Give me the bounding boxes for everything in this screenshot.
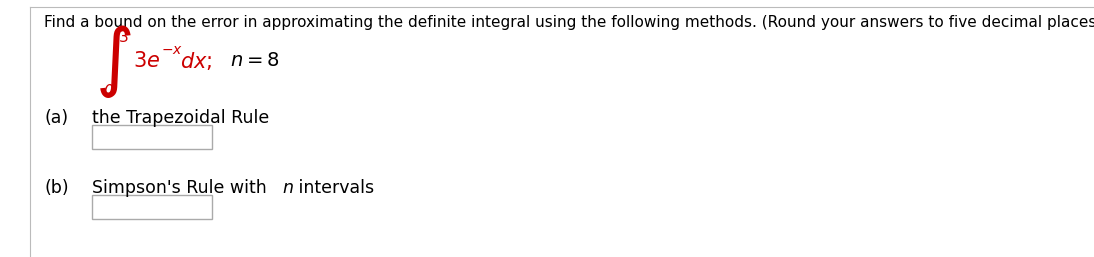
Text: $n = 8$: $n = 8$ — [230, 51, 279, 70]
Text: $\int$: $\int$ — [95, 23, 131, 100]
Text: Simpson's Rule with: Simpson's Rule with — [92, 179, 272, 197]
Text: $-x$: $-x$ — [161, 43, 183, 57]
Text: the Trapezoidal Rule: the Trapezoidal Rule — [92, 109, 269, 127]
Text: intervals: intervals — [293, 179, 374, 197]
Text: $dx;$: $dx;$ — [181, 50, 212, 72]
FancyBboxPatch shape — [92, 125, 212, 149]
Text: 3: 3 — [119, 30, 129, 45]
Text: Find a bound on the error in approximating the definite integral using the follo: Find a bound on the error in approximati… — [44, 15, 1094, 30]
FancyBboxPatch shape — [92, 195, 212, 219]
Text: 0: 0 — [103, 84, 113, 99]
Text: $3e$: $3e$ — [133, 51, 160, 71]
Text: (b): (b) — [44, 179, 69, 197]
Text: $n$: $n$ — [282, 179, 294, 197]
Text: (a): (a) — [44, 109, 68, 127]
